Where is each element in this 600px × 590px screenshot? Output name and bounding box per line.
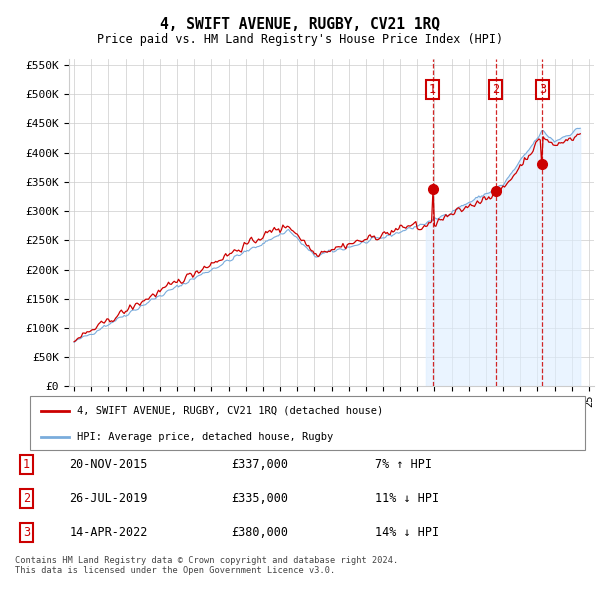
Text: 11% ↓ HPI: 11% ↓ HPI (375, 492, 439, 505)
Text: 14-APR-2022: 14-APR-2022 (70, 526, 148, 539)
Text: HPI: Average price, detached house, Rugby: HPI: Average price, detached house, Rugb… (77, 432, 334, 442)
Text: 2: 2 (23, 492, 30, 505)
FancyBboxPatch shape (30, 396, 585, 450)
Text: 2: 2 (492, 83, 499, 96)
Text: 26-JUL-2019: 26-JUL-2019 (70, 492, 148, 505)
Text: 7% ↑ HPI: 7% ↑ HPI (375, 458, 432, 471)
Text: £335,000: £335,000 (231, 492, 288, 505)
Text: £380,000: £380,000 (231, 526, 288, 539)
Text: Price paid vs. HM Land Registry's House Price Index (HPI): Price paid vs. HM Land Registry's House … (97, 33, 503, 46)
Text: Contains HM Land Registry data © Crown copyright and database right 2024.
This d: Contains HM Land Registry data © Crown c… (15, 556, 398, 575)
Text: 4, SWIFT AVENUE, RUGBY, CV21 1RQ: 4, SWIFT AVENUE, RUGBY, CV21 1RQ (160, 17, 440, 31)
Text: 3: 3 (539, 83, 546, 96)
Text: £337,000: £337,000 (231, 458, 288, 471)
Text: 1: 1 (23, 458, 30, 471)
Text: 1: 1 (429, 83, 436, 96)
Text: 3: 3 (23, 526, 30, 539)
Text: 4, SWIFT AVENUE, RUGBY, CV21 1RQ (detached house): 4, SWIFT AVENUE, RUGBY, CV21 1RQ (detach… (77, 406, 384, 416)
Text: 20-NOV-2015: 20-NOV-2015 (70, 458, 148, 471)
Text: 14% ↓ HPI: 14% ↓ HPI (375, 526, 439, 539)
